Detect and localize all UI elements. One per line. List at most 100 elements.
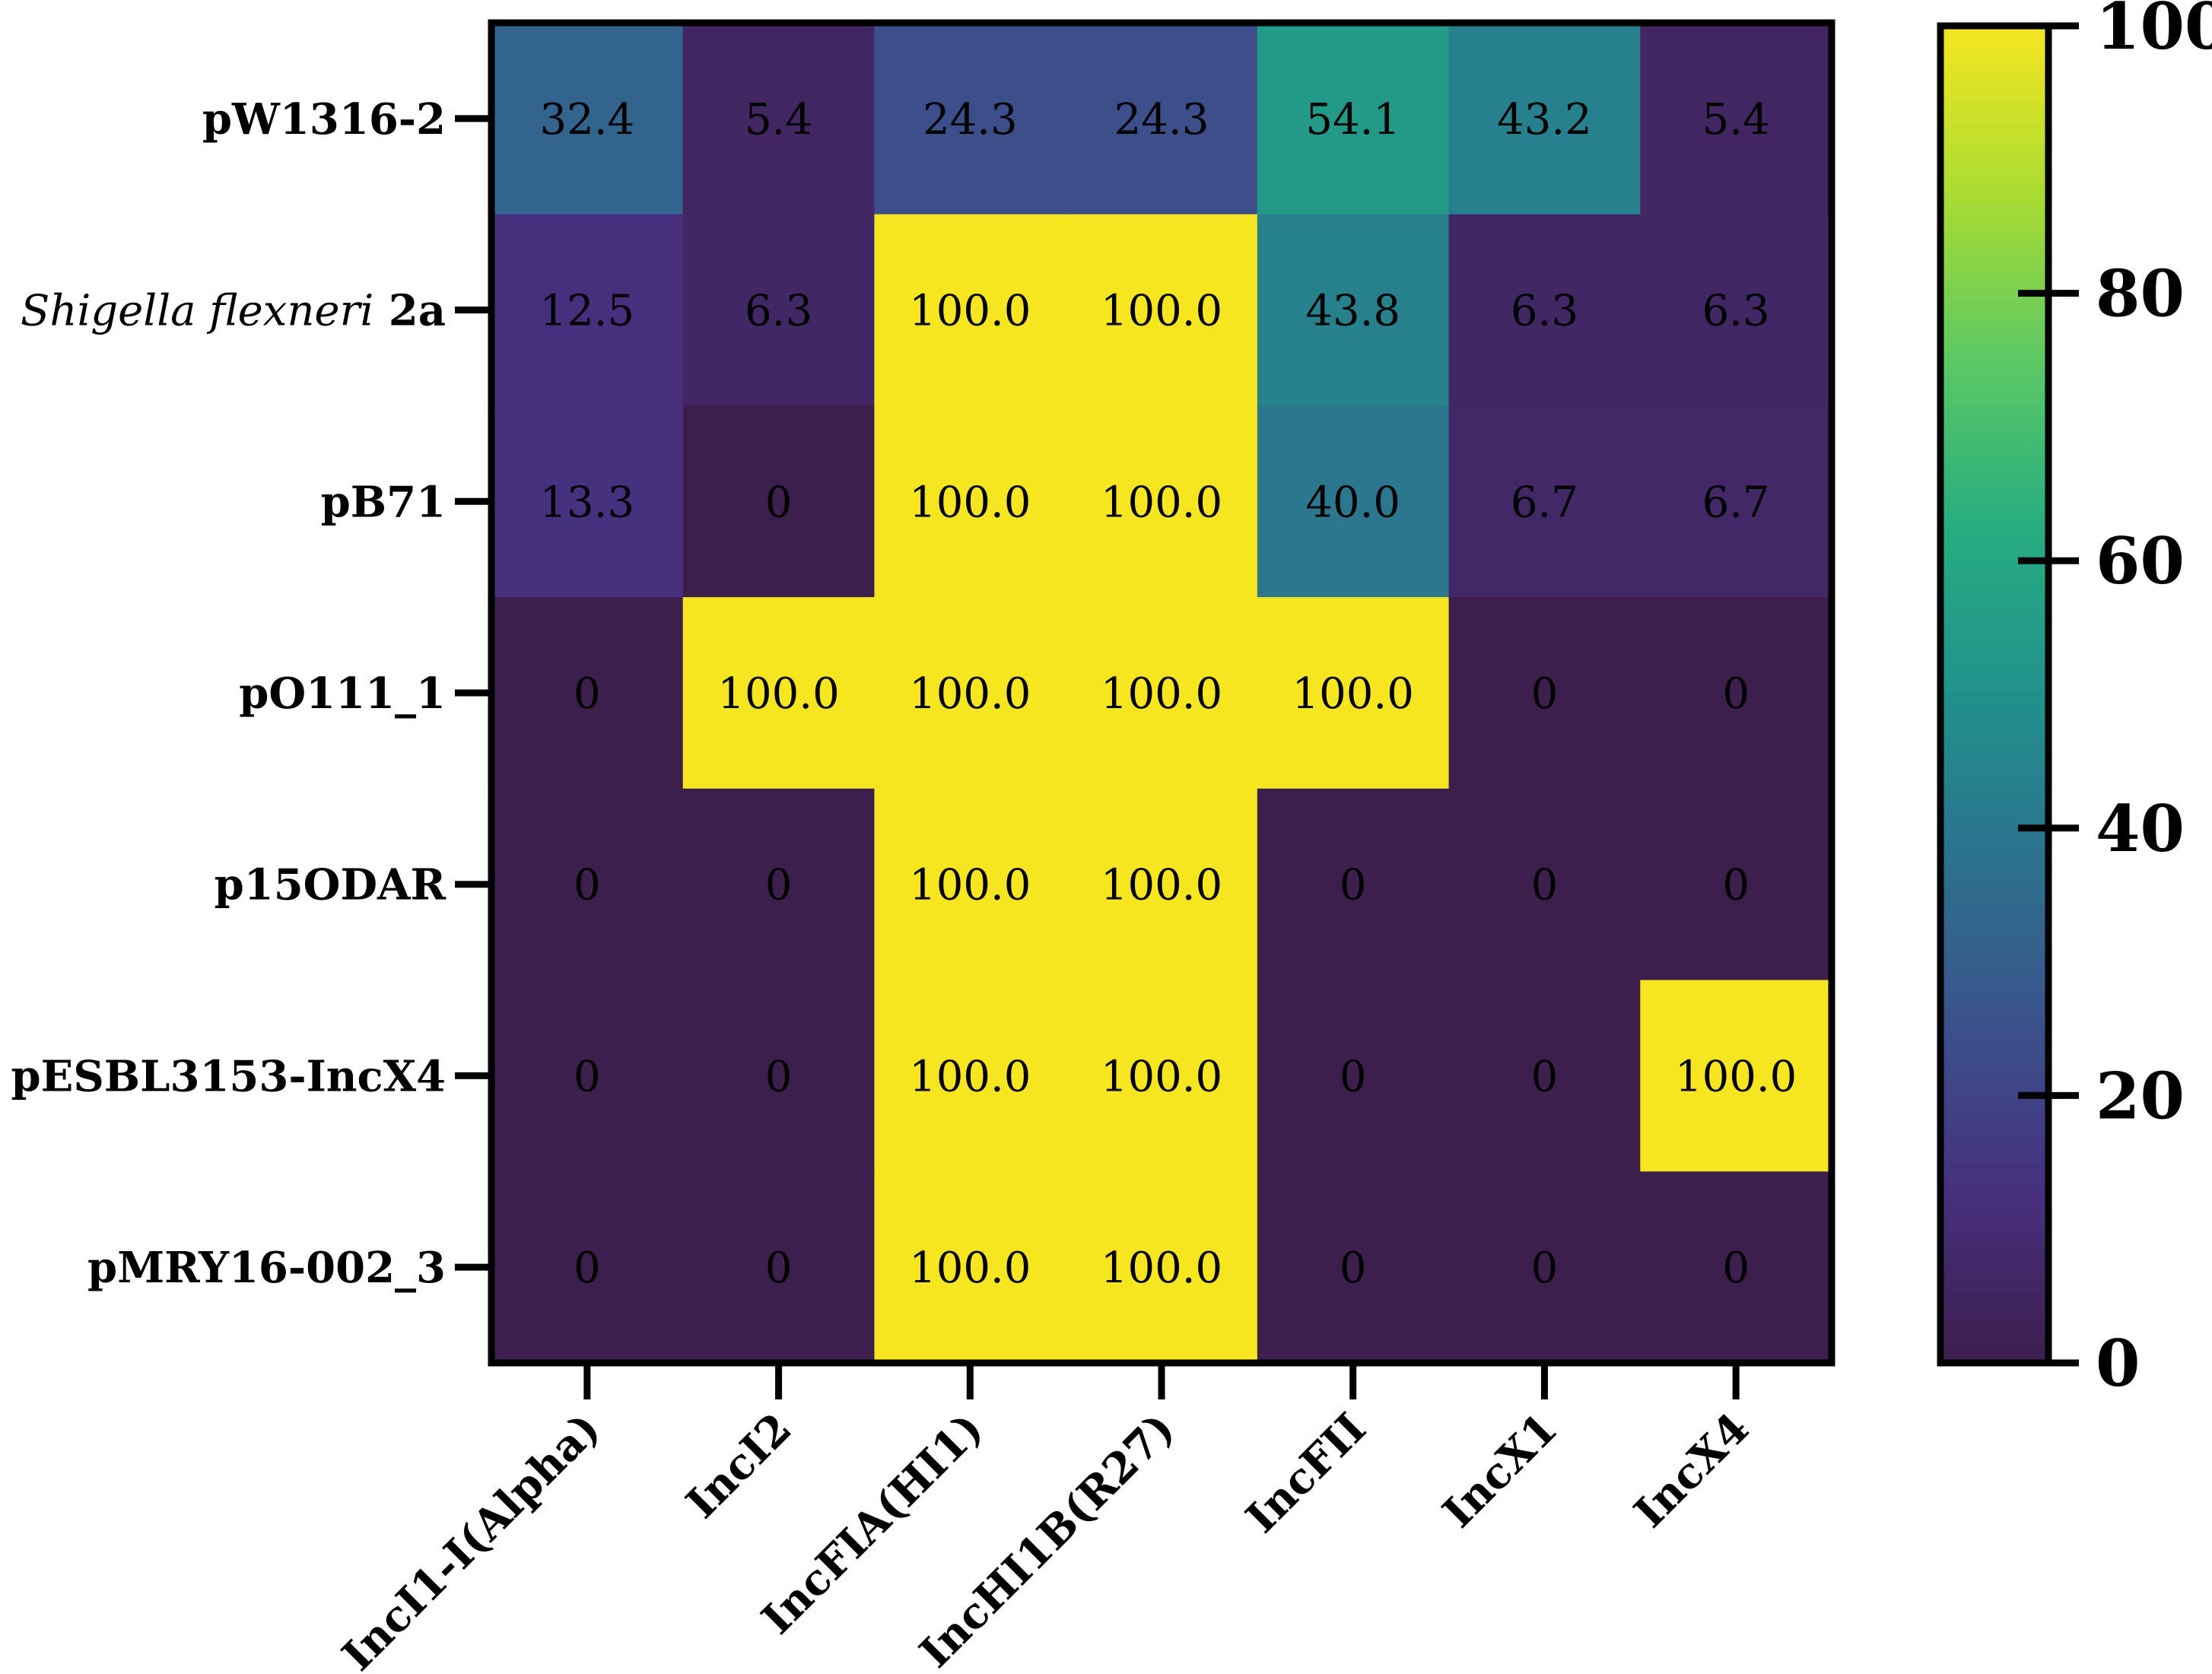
cell-value-label: 100.0	[909, 669, 1031, 719]
colorbar-gradient	[1940, 26, 2048, 1363]
cell-value-label: 6.7	[1511, 478, 1578, 527]
colorbar-tick-label: 60	[2096, 523, 2185, 599]
heatmap-cell-r3-c0	[491, 597, 684, 789]
row-label: Shigella flexneri 2a	[21, 286, 446, 336]
column-label: IncFII	[1236, 1403, 1375, 1542]
heatmap-cell-r6-c6	[1640, 1171, 1832, 1364]
heatmap-cells	[491, 23, 1832, 1364]
heatmap-cell-r6-c3	[1066, 1171, 1258, 1364]
heatmap-cell-r1-c5	[1448, 214, 1641, 406]
heatmap-cell-r2-c2	[874, 405, 1066, 598]
heatmap-cell-r0-c5	[1448, 23, 1641, 215]
cell-value-label: 0	[1722, 861, 1750, 910]
heatmap-cell-r2-c3	[1066, 405, 1258, 598]
heatmap-cell-r0-c3	[1066, 23, 1258, 215]
row-label-text: pMRY16-002_3	[87, 1243, 446, 1293]
cell-value-label: 5.4	[1702, 95, 1770, 145]
heatmap-cell-r4-c0	[491, 788, 684, 981]
column-label: IncI2	[676, 1403, 801, 1528]
row-label-text: pO111_1	[239, 669, 446, 719]
heatmap-cell-r0-c4	[1257, 23, 1450, 215]
cell-value-label: 0	[1722, 1244, 1750, 1293]
cell-value-label: 0	[1340, 861, 1367, 910]
heatmap-cell-r4-c5	[1448, 788, 1641, 981]
cell-value-label: 32.4	[540, 95, 635, 145]
column-label: IncI1-I(Alpha)	[332, 1403, 610, 1674]
column-axis: IncI1-I(Alpha) IncI2IncFIA(HI1)IncHI1B(R2…	[332, 1363, 1759, 1674]
cell-value-label: 0	[1340, 1244, 1367, 1293]
heatmap-cell-r6-c2	[874, 1171, 1066, 1364]
cell-value-label: 100.0	[909, 1244, 1031, 1293]
cell-value-label: 6.3	[1702, 287, 1770, 336]
cell-value-label: 6.3	[745, 287, 812, 336]
cell-value-label: 0	[765, 861, 793, 910]
colorbar-tick-label: 0	[2096, 1326, 2140, 1401]
heatmap-cell-r5-c1	[682, 980, 875, 1172]
heatmap-cell-r1-c6	[1640, 214, 1832, 406]
heatmap-cell-r6-c1	[682, 1171, 875, 1364]
cell-value-label: 100.0	[1101, 1052, 1222, 1101]
heatmap-cell-r6-c5	[1448, 1171, 1641, 1364]
cell-value-label: 100.0	[909, 1052, 1031, 1101]
column-label: IncX1	[1433, 1403, 1567, 1537]
cell-value-label: 100.0	[1101, 478, 1222, 527]
heatmap-cell-r5-c3	[1066, 980, 1258, 1172]
colorbar-ticks: 0 20 40 60 80 100	[2018, 0, 2212, 1401]
row-label: pW1316-2	[202, 94, 446, 145]
cell-value-label: 0	[1340, 1052, 1367, 1101]
heatmap-cell-r5-c6	[1640, 980, 1832, 1172]
cell-value-label: 0	[1531, 861, 1559, 910]
cell-value-label: 0	[574, 1052, 601, 1101]
row-label-suffix: 2a	[373, 286, 446, 336]
row-label: pMRY16-002_3	[87, 1243, 446, 1293]
heatmap-cell-r2-c0	[491, 405, 684, 598]
cell-value-label: 100.0	[1101, 1244, 1222, 1293]
cell-value-label: 0	[574, 1244, 601, 1293]
cell-value-label: 0	[1531, 669, 1559, 719]
cell-value-label: 0	[765, 1244, 793, 1293]
cell-value-label: 0	[574, 861, 601, 910]
heatmap-value-labels: 32.4 5.4 24.3 24.3 54.1 43.2 5.4 12.5 6.3 100.0 10…	[540, 95, 1797, 1293]
heatmap-cell-r3-c3	[1066, 597, 1258, 789]
cell-value-label: 0	[1531, 1244, 1559, 1293]
colorbar-frame	[1937, 22, 2052, 1367]
row-label-text: pB71	[321, 477, 446, 527]
heatmap-cell-r3-c2	[874, 597, 1066, 789]
cell-value-label: 100.0	[1101, 861, 1222, 910]
heatmap-cell-r1-c2	[874, 214, 1066, 406]
cell-value-label: 0	[765, 478, 793, 527]
row-label: pB71	[321, 477, 446, 527]
heatmap-cell-r3-c6	[1640, 597, 1832, 789]
heatmap-cell-r4-c1	[682, 788, 875, 981]
row-label-text: pW1316-2	[202, 94, 446, 145]
cell-value-label: 12.5	[540, 287, 635, 336]
cell-value-label: 100.0	[1292, 669, 1414, 719]
row-label: p15ODAR	[215, 860, 447, 910]
heatmap-cell-r6-c4	[1257, 1171, 1450, 1364]
heatmap-cell-r3-c1	[682, 597, 875, 789]
cell-value-label: 0	[1531, 1052, 1559, 1101]
heatmap-cell-r4-c2	[874, 788, 1066, 981]
heatmap-cell-r4-c4	[1257, 788, 1450, 981]
heatmap-cell-r0-c0	[491, 23, 684, 215]
row-label-text: p15ODAR	[215, 860, 447, 910]
column-label: IncX4	[1625, 1403, 1759, 1537]
cell-value-label: 0	[765, 1052, 793, 1101]
heatmap-cell-r5-c2	[874, 980, 1066, 1172]
cell-value-label: 0	[1722, 669, 1750, 719]
heatmap-cell-r0-c6	[1640, 23, 1832, 215]
heatmap-cell-r1-c3	[1066, 214, 1258, 406]
heatmap-cell-r2-c5	[1448, 405, 1641, 598]
cell-value-label: 100.0	[909, 287, 1031, 336]
cell-value-label: 54.1	[1305, 95, 1400, 145]
cell-value-label: 24.3	[923, 95, 1018, 145]
heatmap-cell-r0-c2	[874, 23, 1066, 215]
cell-value-label: 100.0	[909, 861, 1031, 910]
heatmap-cell-r2-c6	[1640, 405, 1832, 598]
cell-value-label: 6.3	[1511, 287, 1578, 336]
row-label-italic: Shigella flexneri	[21, 287, 373, 336]
heatmap-cell-r1-c0	[491, 214, 684, 406]
cell-value-label: 100.0	[717, 669, 839, 719]
heatmap-cell-r5-c5	[1448, 980, 1641, 1172]
